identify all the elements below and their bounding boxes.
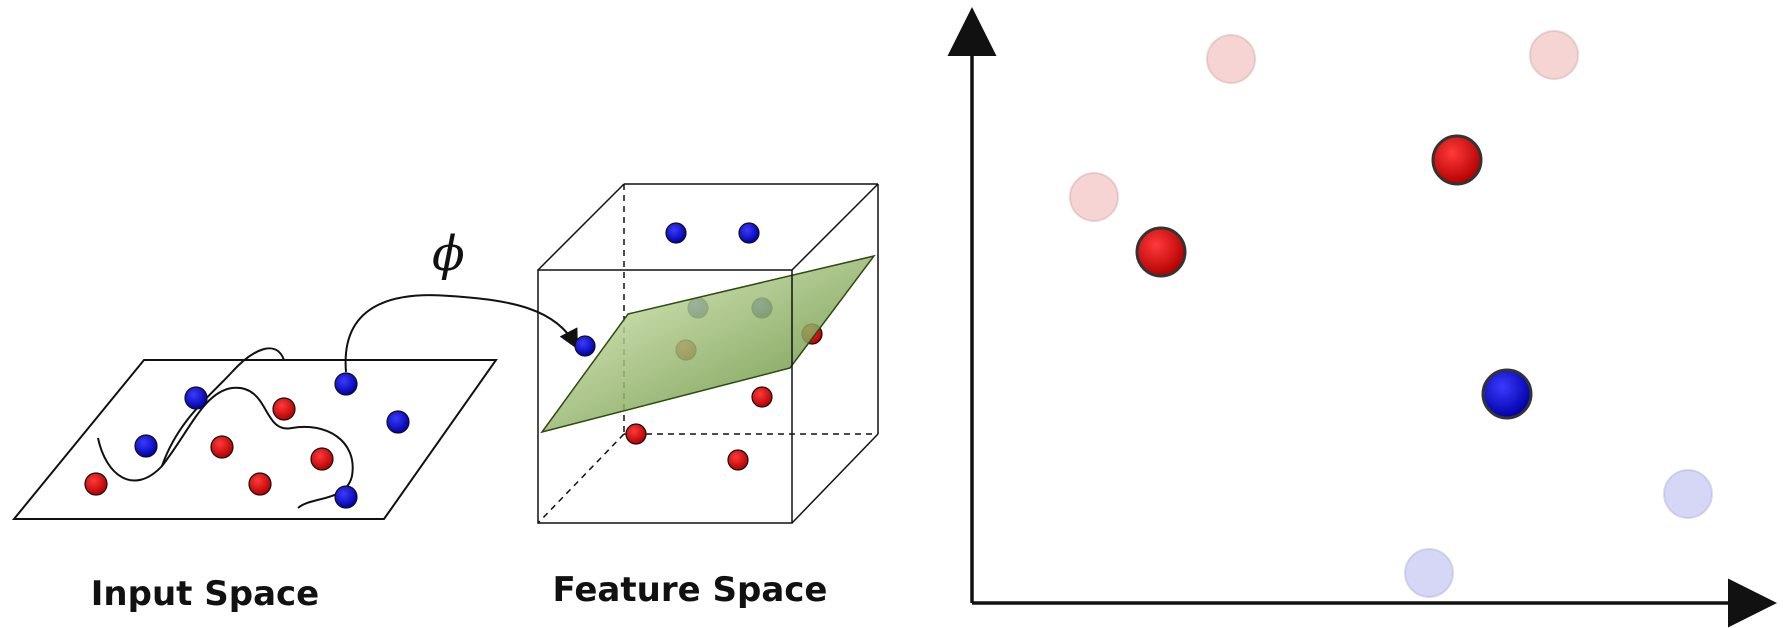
scatter-point-red-faded <box>1529 30 1579 80</box>
input-point-red <box>84 472 108 496</box>
input-space-caption: Input Space <box>90 574 320 614</box>
feature-space <box>537 183 879 524</box>
nonlinear-boundary-fold <box>161 347 285 467</box>
scatter-point-red-faded <box>1206 34 1256 84</box>
feature-point-blue <box>738 222 760 244</box>
scatter-point-red <box>1431 134 1483 186</box>
feature-point-blue <box>665 222 687 244</box>
mapping-arrow <box>344 294 578 373</box>
input-space <box>11 347 498 520</box>
cube-front-face <box>537 269 793 524</box>
scatter-point-blue <box>1481 368 1533 420</box>
input-point-blue <box>134 434 158 458</box>
feature-point-red <box>751 386 773 408</box>
cube-edge <box>537 183 625 271</box>
input-point-blue <box>334 485 358 509</box>
feature-point-blue <box>574 335 596 357</box>
scatter-point-blue-faded <box>1404 548 1454 598</box>
cube-hidden-edge <box>537 433 625 524</box>
input-point-red <box>310 447 334 471</box>
input-point-red <box>248 472 272 496</box>
feature-scatter-plot <box>947 7 1777 628</box>
mapping-phi-label: ϕ <box>432 226 465 282</box>
input-point-blue <box>184 386 208 410</box>
feature-point-red <box>625 423 647 445</box>
scatter-point-red-faded <box>1069 172 1119 222</box>
nonlinear-decision-boundary <box>97 386 354 509</box>
cube-edge <box>791 433 879 524</box>
input-point-blue <box>386 410 410 434</box>
input-point-red <box>272 397 296 421</box>
feature-point-red <box>727 449 749 471</box>
input-point-blue <box>334 372 358 396</box>
input-point-red <box>210 435 234 459</box>
input-space-plane <box>11 359 498 520</box>
scatter-point-red <box>1135 226 1187 278</box>
feature-space-caption: Feature Space <box>552 570 828 610</box>
cube-edge <box>791 183 879 271</box>
scatter-point-blue-faded <box>1663 469 1713 519</box>
